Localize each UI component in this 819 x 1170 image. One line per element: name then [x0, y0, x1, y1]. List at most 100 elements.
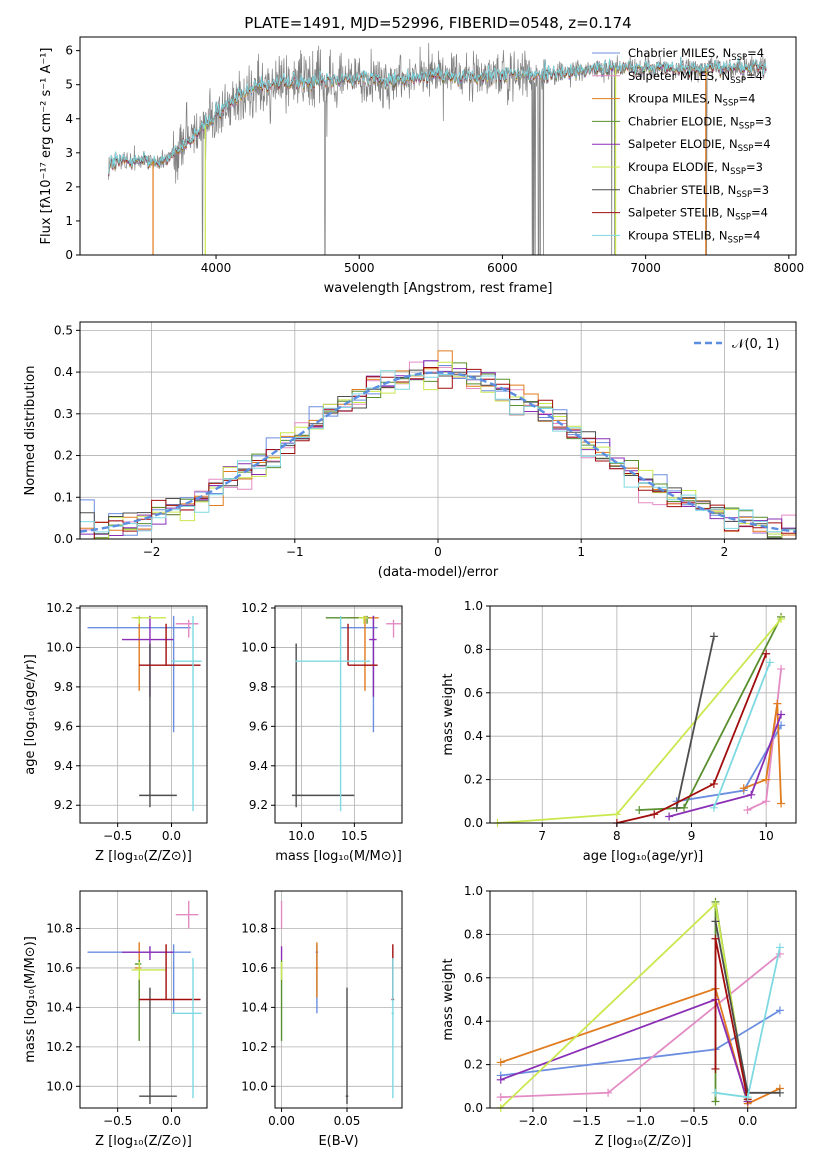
histogram-frame	[79, 321, 797, 540]
grid-layer	[80, 322, 796, 1109]
histogram-ytick-label: 0.1	[54, 490, 73, 504]
weight-marker	[635, 805, 644, 814]
legend-name: Salpeter STELIB, N	[628, 206, 735, 220]
legend-tail: =4	[743, 228, 760, 242]
legend-entry: Chabrier MILES, NSSP=4	[628, 46, 764, 63]
model-spectrum-line	[108, 56, 767, 175]
weight-marker	[711, 900, 720, 909]
mass-weight-vs-age-xtick-label: 7	[538, 829, 546, 843]
histogram-step	[80, 367, 796, 539]
age-vs-z-xtick-label: 0.0	[162, 829, 181, 843]
legend-name: Chabrier MILES, N	[628, 46, 731, 60]
mass-weight-vs-z-xlabel: Z [log₁₀(Z/Z⊙)]	[595, 1134, 692, 1149]
histogram-ytick-label: 0.0	[54, 532, 73, 546]
age-vs-mass-xtick-label: 10.0	[288, 829, 315, 843]
legend-name: Kroupa STELIB, N	[628, 228, 728, 242]
mass-weight-vs-z-ytick-label: 0.0	[464, 1101, 483, 1115]
mass-weight-vs-age-frame	[489, 605, 797, 824]
mass-vs-z-xtick-label: −0.5	[103, 1114, 132, 1128]
mass-weight-vs-age-xtick-label: 9	[688, 829, 696, 843]
age-vs-mass-xtick-label: 10.5	[341, 829, 368, 843]
weight-marker	[711, 917, 720, 926]
mass-weight-vs-z-ytick-label: 0.4	[464, 1014, 483, 1028]
spectrum-ytick-label: 0	[65, 248, 73, 262]
weight-line	[639, 616, 782, 811]
mass-vs-ebv-ytick-label: 10.6	[241, 961, 268, 975]
legend-sub: SSP	[731, 53, 747, 63]
weight-marker	[777, 615, 786, 624]
data-layer	[80, 42, 796, 1112]
mass-weight-vs-age-xtick-label: 10	[759, 829, 774, 843]
legend-entry: Salpeter ELODIE, NSSP=4	[628, 137, 771, 154]
histogram-ytick-label: 0.2	[54, 449, 73, 463]
weight-marker	[496, 1058, 505, 1067]
spectrum-title: PLATE=1491, MJD=52996, FIBERID=0548, z=0…	[244, 14, 631, 32]
legend-sub: SSP	[728, 235, 744, 245]
weight-marker	[777, 799, 786, 808]
mass-weight-vs-z-xtick-label: −1.0	[626, 1114, 655, 1128]
legend-tail: =4	[746, 69, 763, 83]
mass-weight-vs-age-ytick-label: 0.4	[464, 729, 483, 743]
age-vs-z-ytick-label: 9.6	[54, 719, 73, 733]
legend-entry: Salpeter STELIB, NSSP=4	[628, 206, 768, 223]
weight-marker	[711, 1088, 720, 1097]
weight-marker	[711, 1097, 720, 1106]
weight-line	[743, 703, 782, 804]
legend-sub: SSP	[730, 167, 746, 177]
age-vs-mass-ytick-label: 10.2	[241, 601, 268, 615]
mass-vs-z-ytick-label: 10.6	[46, 961, 73, 975]
age-vs-mass-frame	[274, 605, 403, 824]
spectrum-ytick-label: 4	[65, 112, 73, 126]
age-vs-mass-ytick-label: 10.0	[241, 640, 268, 654]
spectrum-ytick-label: 5	[65, 78, 73, 92]
mass-vs-z-ytick-label: 10.8	[46, 921, 73, 935]
weight-marker	[762, 649, 771, 658]
mass-weight-vs-z-xtick-label: −0.5	[679, 1114, 708, 1128]
normal-curve	[80, 371, 796, 533]
weight-marker	[711, 1064, 720, 1073]
weight-marker	[604, 1088, 613, 1097]
weight-marker	[709, 779, 718, 788]
weight-marker	[739, 784, 748, 793]
mass-weight-vs-z-frame	[489, 890, 797, 1109]
axes-layer	[76, 36, 797, 1112]
mass-weight-vs-age-ytick-label: 1.0	[464, 599, 483, 613]
age-vs-z-xtick-label: −0.5	[103, 829, 132, 843]
weight-marker	[775, 1006, 784, 1015]
mass-weight-vs-z-xtick-label: 0.0	[738, 1114, 757, 1128]
mass-weight-vs-z-ytick-label: 1.0	[464, 884, 483, 898]
legend-entry: Kroupa ELODIE, NSSP=3	[628, 160, 763, 177]
legend-sub: SSP	[736, 190, 752, 200]
mass-vs-ebv-xtick-label: 0.00	[268, 1114, 295, 1128]
legend-name: Salpeter MILES, N	[628, 69, 730, 83]
mass-weight-vs-z-ytick-label: 0.8	[464, 927, 483, 941]
legend-name: Kroupa ELODIE, N	[628, 160, 730, 174]
weight-line	[713, 662, 771, 809]
weight-marker	[775, 1088, 784, 1097]
mass-vs-ebv-frame	[274, 890, 403, 1109]
weight-marker	[777, 664, 786, 673]
mass-vs-ebv-ytick-label: 10.0	[241, 1079, 268, 1093]
legend-entry: Chabrier STELIB, NSSP=3	[628, 183, 769, 200]
mass-vs-z-ylabel: mass [log₁₀(M/M⊙)]	[23, 936, 38, 1063]
mass-weight-vs-age-xlabel: age [log₁₀(age/yr)]	[583, 849, 704, 864]
weight-marker	[743, 805, 752, 814]
mass-weight-vs-age-ytick-label: 0.8	[464, 642, 483, 656]
histogram-ylabel: Normed distribution	[23, 366, 38, 496]
spectrum-ylabel: Flux [fλ10⁻¹⁷ erg cm⁻² s⁻¹ A⁻¹]	[39, 48, 54, 245]
weight-marker	[496, 1093, 505, 1102]
weight-line	[500, 987, 781, 1105]
histogram-step	[80, 370, 796, 533]
spectrum-xtick-label: 4000	[201, 261, 232, 275]
age-vs-z-ylabel: age [log₁₀(age/yr)]	[23, 654, 38, 775]
legend-tail: =3	[755, 114, 772, 128]
age-vs-mass-ytick-label: 9.2	[249, 798, 268, 812]
histogram-ytick-label: 0.5	[54, 323, 73, 337]
spectrum-frame	[79, 36, 797, 256]
spectrum-xtick-label: 7000	[630, 261, 661, 275]
legend-tail: =3	[746, 160, 763, 174]
mass-vs-ebv-xlabel: E(B-V)	[318, 1134, 358, 1149]
weight-marker	[612, 810, 621, 819]
weight-marker	[743, 1093, 752, 1102]
legend-tail: =4	[754, 137, 771, 151]
